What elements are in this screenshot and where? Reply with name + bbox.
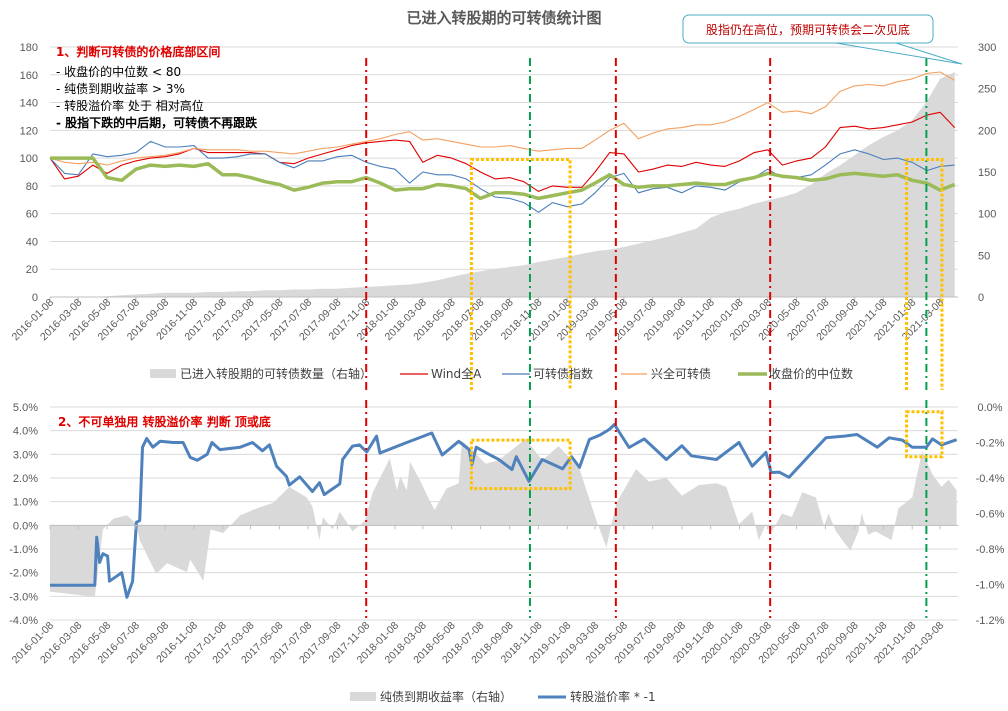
bottom-annotation-heading: 2、不可单独用 转股溢价率 判断 顶或底 [58, 414, 271, 429]
legend-label-median: 收盘价的中位数 [769, 366, 853, 381]
legend-swatch-count [150, 369, 176, 378]
y-tick-label-left: -1.0% [9, 544, 38, 556]
y-tick-label-right: 250 [978, 84, 996, 96]
y-tick-label-left: -4.0% [9, 615, 38, 627]
y-tick-label-left: 60 [26, 209, 38, 221]
series-count-area [50, 72, 955, 297]
y-tick-label-left: 0.0% [13, 520, 38, 532]
series-xq-line [49, 71, 955, 166]
highlight-box [905, 410, 944, 459]
y-tick-label-left: 80 [26, 181, 38, 193]
highlight-box [905, 158, 944, 390]
y-tick-label-right: 0.0% [977, 402, 1002, 414]
legend-label-xq: 兴全可转债 [651, 366, 711, 381]
top-annotation-bold-line: - 股指下跌的中后期，可转债不再跟跌 [56, 115, 258, 130]
top-annotation-line: - 纯债到期收益率 > 3% [56, 81, 185, 96]
legend-label-bondytm: 纯债到期收益率（右轴） [380, 689, 512, 704]
series-bondytm-area [50, 438, 957, 597]
y-tick-label-left: 100 [20, 153, 38, 165]
y-tick-label-right: -1.2% [976, 615, 1005, 627]
y-tick-label-left: -3.0% [9, 591, 38, 603]
series-wind-line [49, 111, 956, 192]
top-annotation-heading: 1、判断可转债的价格底部区间 [56, 44, 220, 59]
top-gridlines [50, 46, 958, 298]
y-tick-label-right: 150 [978, 167, 996, 179]
y-tick-label-left: 20 [26, 264, 38, 276]
y-tick-label-left: 3.0% [13, 449, 38, 461]
top-area-series [50, 72, 955, 297]
bottom-legend: 纯债到期收益率（右轴） 转股溢价率 * -1 [350, 689, 656, 704]
y-tick-label-left: 4.0% [13, 426, 38, 438]
callout-pointer [829, 41, 963, 65]
series-cbindex-line [49, 140, 955, 213]
legend-label-wind: Wind全A [431, 366, 482, 381]
y-tick-label-right: -0.6% [976, 509, 1005, 521]
top-annotation-line: - 收盘价的中位数 < 80 [56, 64, 181, 79]
y-tick-label-right: -0.2% [976, 438, 1005, 450]
top-legend: 已进入转股期的可转债数量（右轴） Wind全A 可转债指数 兴全可转债 收盘价的… [150, 366, 853, 381]
callout-text: 股指仍在高位，预期可转债会二次见底 [706, 22, 910, 37]
top-line-series [49, 71, 956, 213]
y-tick-label-left: 40 [26, 236, 38, 248]
callout: 股指仍在高位，预期可转债会二次见底 [682, 14, 963, 65]
legend-label-cbindex: 可转债指数 [533, 366, 593, 381]
y-tick-label-left: 0 [32, 292, 38, 304]
legend-label-count: 已进入转股期的可转债数量（右轴） [180, 366, 372, 381]
legend-swatch-bondytm [350, 692, 376, 701]
highlight-box [469, 438, 572, 491]
top-annotation-line: - 转股溢价率 处于 相对高位 [56, 98, 204, 113]
y-tick-label-left: 160 [20, 70, 38, 82]
y-tick-label-right: -0.8% [976, 544, 1005, 556]
y-tick-label-left: 5.0% [13, 402, 38, 414]
y-tick-label-right: 200 [978, 125, 996, 137]
series-median-line [50, 156, 956, 201]
chart-title: 已进入转股期的可转债统计图 [406, 9, 601, 27]
callout-box [682, 14, 934, 44]
legend-label-premium: 转股溢价率 * -1 [570, 689, 656, 704]
highlight-box [469, 158, 572, 390]
y-tick-label-right: 300 [978, 42, 996, 54]
y-tick-label-left: 120 [20, 125, 38, 137]
y-tick-label-right: 50 [978, 250, 990, 262]
y-tick-label-left: 1.0% [13, 497, 38, 509]
y-tick-label-right: -0.4% [976, 473, 1005, 485]
y-tick-label-left: -2.0% [9, 568, 38, 580]
y-tick-label-right: -1.0% [976, 580, 1005, 592]
y-tick-label-left: 180 [20, 42, 38, 54]
y-tick-label-left: 140 [20, 98, 38, 110]
bottom-markers [365, 400, 944, 618]
top-annotation: 1、判断可转债的价格底部区间 - 收盘价的中位数 < 80 - 纯债到期收益率 … [56, 44, 258, 130]
bottom-area-series [50, 438, 957, 597]
y-tick-label-right: 0 [978, 292, 984, 304]
top-markers [365, 58, 944, 390]
y-tick-label-right: 100 [978, 209, 996, 221]
y-tick-label-left: 2.0% [13, 473, 38, 485]
